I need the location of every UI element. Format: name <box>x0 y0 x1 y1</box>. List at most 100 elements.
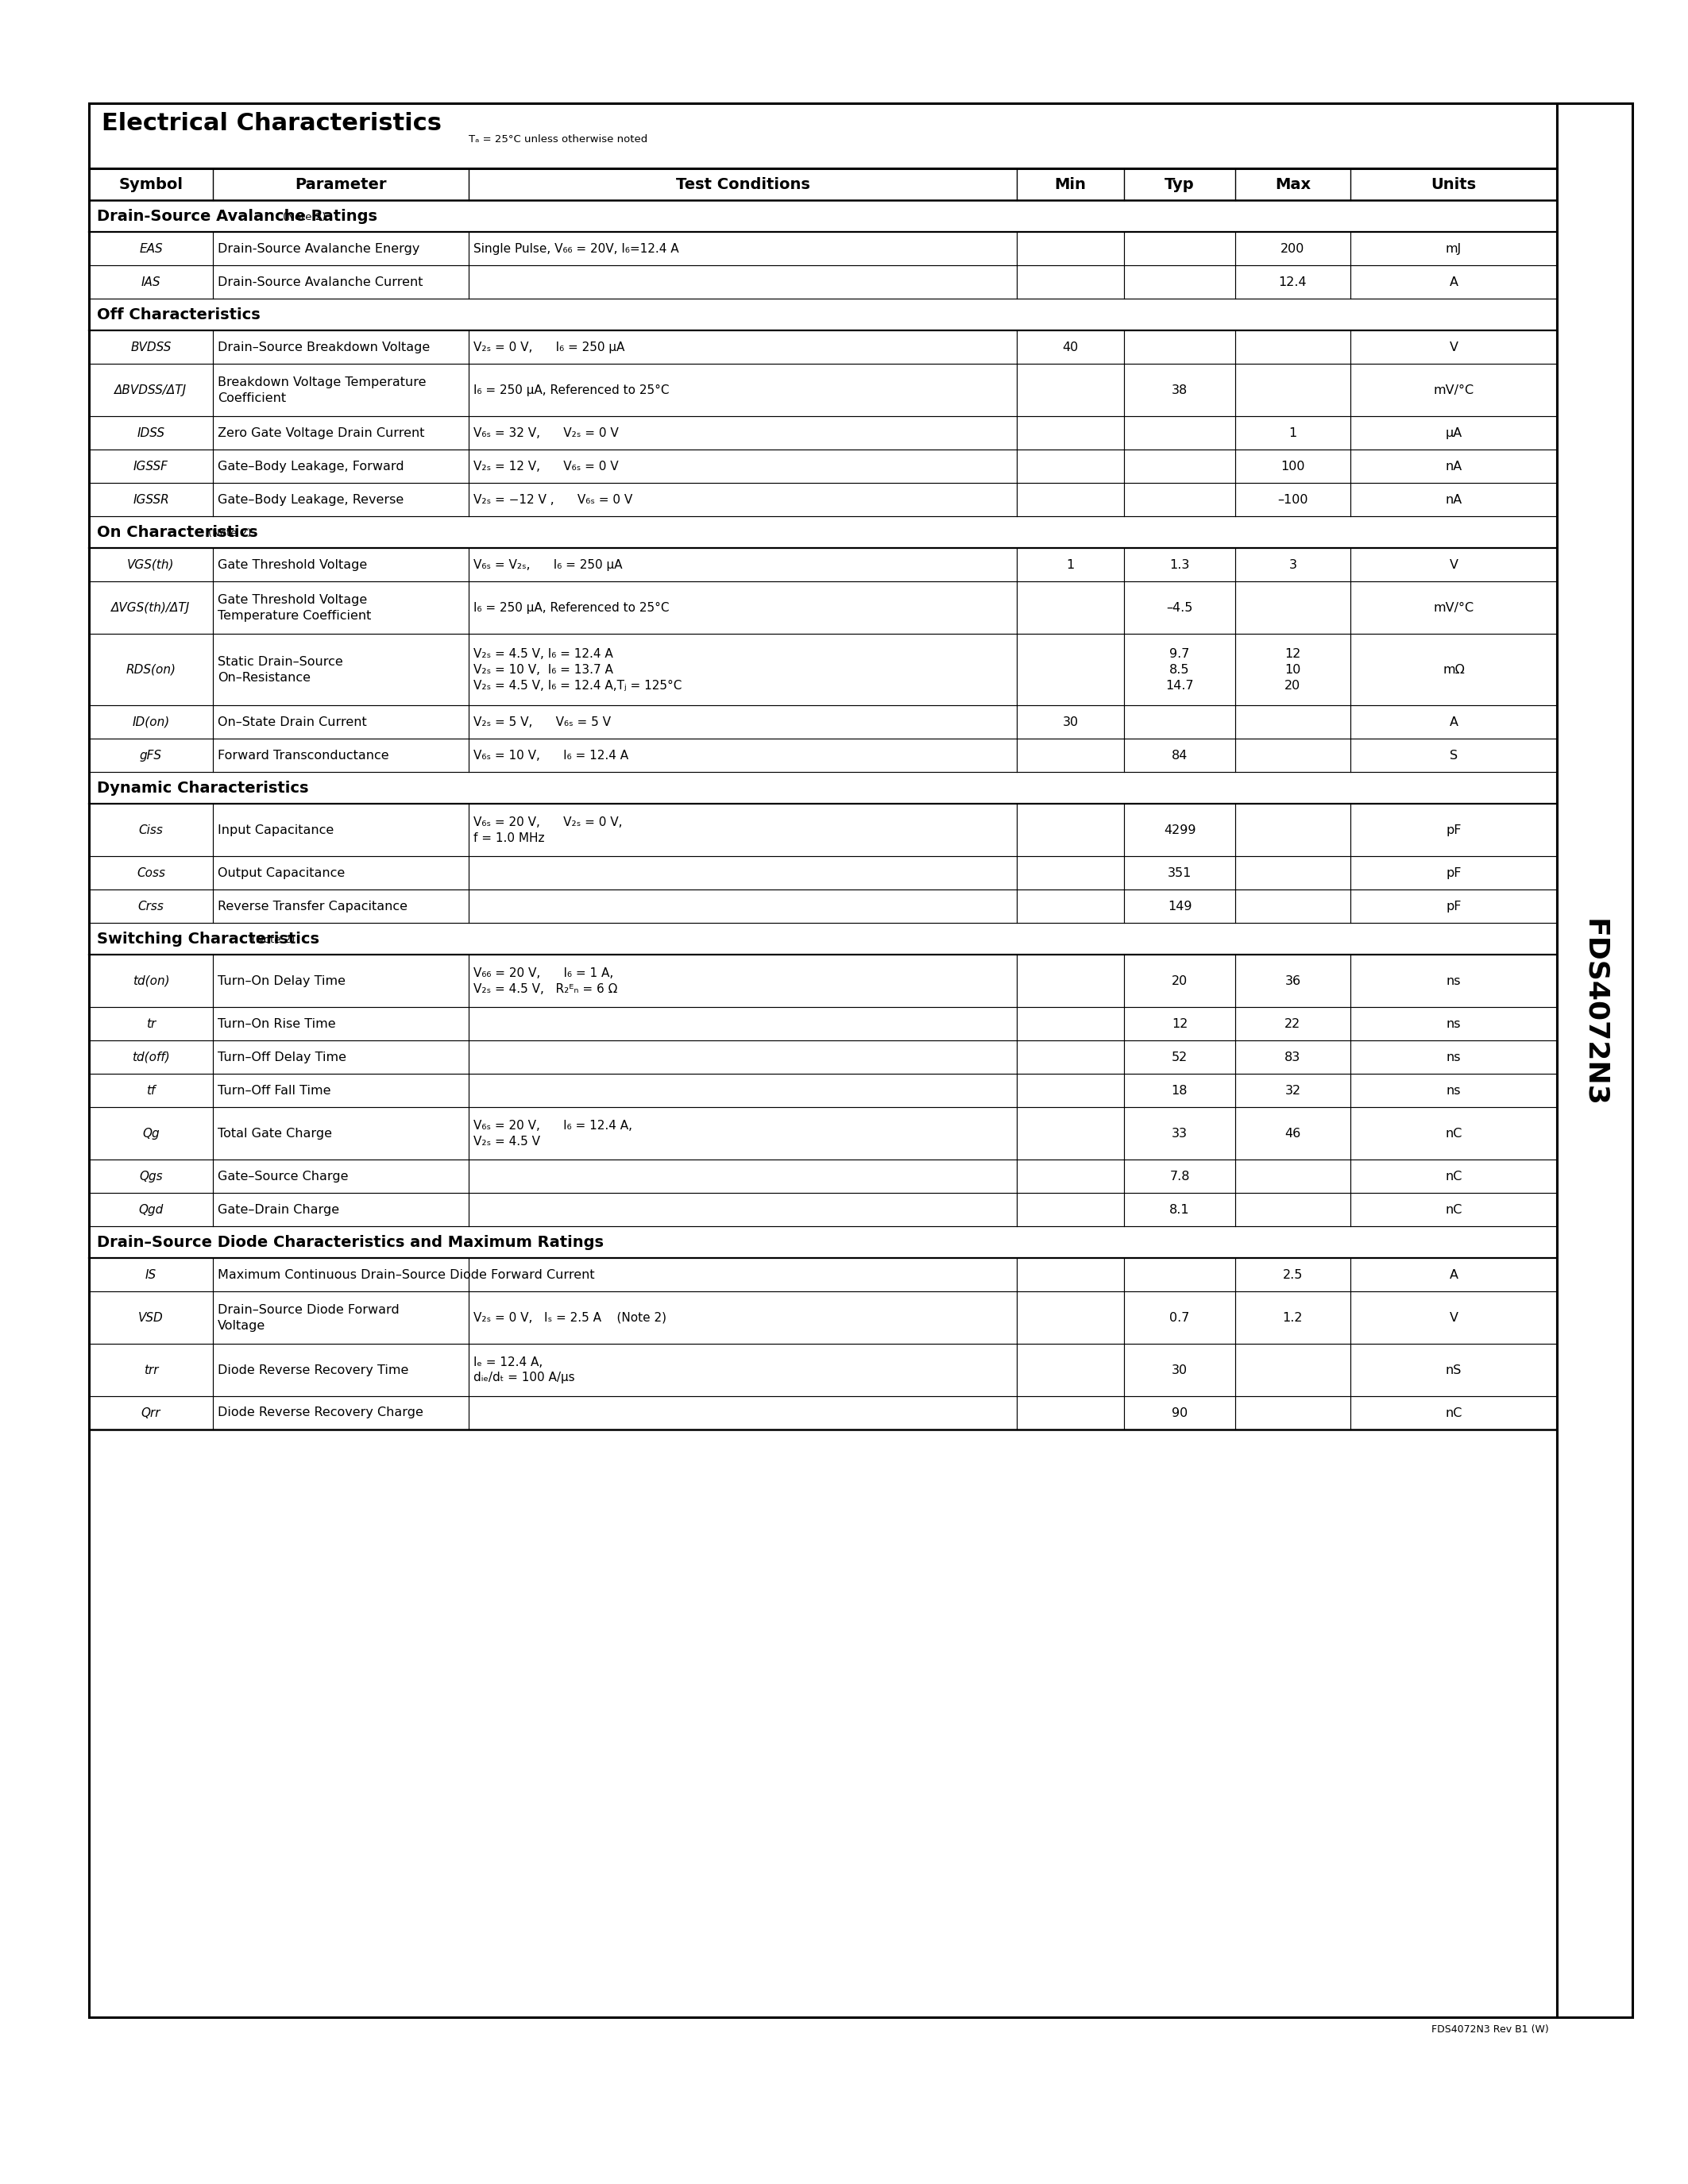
Text: Turn–On Delay Time: Turn–On Delay Time <box>218 974 346 987</box>
Text: V: V <box>1450 1313 1458 1324</box>
Text: mJ: mJ <box>1445 242 1462 256</box>
Text: 38: 38 <box>1171 384 1188 395</box>
Text: Symbol: Symbol <box>118 177 182 192</box>
Text: 9.7: 9.7 <box>1170 649 1190 660</box>
Text: Output Capacitance: Output Capacitance <box>218 867 344 878</box>
Text: Qg: Qg <box>142 1127 159 1140</box>
Text: V₆ₛ = 10 V,      I₆ = 12.4 A: V₆ₛ = 10 V, I₆ = 12.4 A <box>473 749 628 762</box>
Text: V₆ₛ = V₂ₛ,      I₆ = 250 μA: V₆ₛ = V₂ₛ, I₆ = 250 μA <box>473 559 623 570</box>
Text: 7.8: 7.8 <box>1170 1171 1190 1182</box>
Text: I₆ = 250 μA, Referenced to 25°C: I₆ = 250 μA, Referenced to 25°C <box>473 601 668 614</box>
Text: V₆ₛ = 20 V,      I₆ = 12.4 A,: V₆ₛ = 20 V, I₆ = 12.4 A, <box>473 1120 633 1131</box>
Text: 351: 351 <box>1168 867 1192 878</box>
Text: Total Gate Charge: Total Gate Charge <box>218 1127 333 1140</box>
Text: V: V <box>1450 341 1458 354</box>
Text: Dynamic Characteristics: Dynamic Characteristics <box>96 780 309 795</box>
Text: VGS(th): VGS(th) <box>127 559 174 570</box>
Text: I₆ = 250 μA, Referenced to 25°C: I₆ = 250 μA, Referenced to 25°C <box>473 384 668 395</box>
Text: V₆₆ = 20 V,      I₆ = 1 A,: V₆₆ = 20 V, I₆ = 1 A, <box>473 968 613 978</box>
Text: mΩ: mΩ <box>1443 664 1465 675</box>
Text: 4299: 4299 <box>1163 823 1195 836</box>
Text: 90: 90 <box>1171 1406 1188 1420</box>
Text: V₂ₛ = 5 V,      V₆ₛ = 5 V: V₂ₛ = 5 V, V₆ₛ = 5 V <box>473 716 611 727</box>
Text: 30: 30 <box>1062 716 1079 727</box>
Text: 3: 3 <box>1290 559 1296 570</box>
Text: On Characteristics: On Characteristics <box>96 524 258 539</box>
Text: Test Conditions: Test Conditions <box>675 177 810 192</box>
Text: mV/°C: mV/°C <box>1433 384 1474 395</box>
Text: pF: pF <box>1447 900 1462 913</box>
Text: ns: ns <box>1447 1051 1462 1064</box>
Text: μA: μA <box>1445 426 1462 439</box>
Text: Qrr: Qrr <box>142 1406 160 1420</box>
Text: 83: 83 <box>1285 1051 1301 1064</box>
Text: S: S <box>1450 749 1458 762</box>
Text: IGSSF: IGSSF <box>133 461 169 472</box>
Text: Switching Characteristics: Switching Characteristics <box>96 930 319 946</box>
Text: Gate–Body Leakage, Forward: Gate–Body Leakage, Forward <box>218 461 403 472</box>
Text: Drain–Source Breakdown Voltage: Drain–Source Breakdown Voltage <box>218 341 430 354</box>
Text: Gate Threshold Voltage: Gate Threshold Voltage <box>218 559 368 570</box>
Text: Voltage: Voltage <box>218 1319 265 1332</box>
Text: Input Capacitance: Input Capacitance <box>218 823 334 836</box>
Text: IGSSR: IGSSR <box>133 494 169 505</box>
Text: tr: tr <box>147 1018 155 1029</box>
Text: 32: 32 <box>1285 1085 1301 1096</box>
Text: Reverse Transfer Capacitance: Reverse Transfer Capacitance <box>218 900 407 913</box>
Text: Turn–Off Delay Time: Turn–Off Delay Time <box>218 1051 346 1064</box>
Text: 14.7: 14.7 <box>1165 679 1193 692</box>
Text: A: A <box>1450 716 1458 727</box>
Text: Crss: Crss <box>138 900 164 913</box>
Text: tf: tf <box>147 1085 155 1096</box>
Text: Drain–Source Diode Forward: Drain–Source Diode Forward <box>218 1304 400 1315</box>
Text: 84: 84 <box>1171 749 1188 762</box>
Text: On–State Drain Current: On–State Drain Current <box>218 716 366 727</box>
Text: Diode Reverse Recovery Charge: Diode Reverse Recovery Charge <box>218 1406 424 1420</box>
Text: 10: 10 <box>1285 664 1301 675</box>
Text: 20: 20 <box>1171 974 1188 987</box>
Text: Gate–Drain Charge: Gate–Drain Charge <box>218 1203 339 1216</box>
Text: 200: 200 <box>1281 242 1305 256</box>
Text: Turn–On Rise Time: Turn–On Rise Time <box>218 1018 336 1029</box>
Text: nA: nA <box>1445 461 1462 472</box>
Text: (Note 2): (Note 2) <box>208 529 252 537</box>
Text: pF: pF <box>1447 823 1462 836</box>
Text: 149: 149 <box>1168 900 1192 913</box>
Text: Turn–Off Fall Time: Turn–Off Fall Time <box>218 1085 331 1096</box>
Text: mV/°C: mV/°C <box>1433 601 1474 614</box>
Text: V₆ₛ = 32 V,      V₂ₛ = 0 V: V₆ₛ = 32 V, V₂ₛ = 0 V <box>473 426 618 439</box>
Text: Breakdown Voltage Temperature: Breakdown Voltage Temperature <box>218 376 425 389</box>
Text: FDS4072N3: FDS4072N3 <box>1582 919 1609 1107</box>
Text: Coss: Coss <box>137 867 165 878</box>
Text: td(off): td(off) <box>132 1051 170 1064</box>
Text: 12: 12 <box>1171 1018 1188 1029</box>
Text: V₂ₛ = −12 V ,      V₆ₛ = 0 V: V₂ₛ = −12 V , V₆ₛ = 0 V <box>473 494 633 505</box>
Text: trr: trr <box>143 1365 159 1376</box>
Text: Max: Max <box>1274 177 1310 192</box>
Text: 46: 46 <box>1285 1127 1301 1140</box>
Text: FDS4072N3 Rev B1 (W): FDS4072N3 Rev B1 (W) <box>1431 2025 1550 2033</box>
Text: gFS: gFS <box>140 749 162 762</box>
Text: V₂ₛ = 12 V,      V₆ₛ = 0 V: V₂ₛ = 12 V, V₆ₛ = 0 V <box>473 461 618 472</box>
Text: 2.5: 2.5 <box>1283 1269 1303 1280</box>
Text: Gate–Source Charge: Gate–Source Charge <box>218 1171 348 1182</box>
Text: 30: 30 <box>1171 1365 1188 1376</box>
Text: EAS: EAS <box>138 242 162 256</box>
Text: 12.4: 12.4 <box>1280 275 1307 288</box>
Text: (Note 2): (Note 2) <box>252 935 295 946</box>
Text: RDS(on): RDS(on) <box>127 664 176 675</box>
Text: Drain-Source Avalanche Energy: Drain-Source Avalanche Energy <box>218 242 420 256</box>
Text: pF: pF <box>1447 867 1462 878</box>
Text: 1: 1 <box>1067 559 1075 570</box>
Text: 8.1: 8.1 <box>1170 1203 1190 1216</box>
Text: Off Characteristics: Off Characteristics <box>96 308 260 321</box>
Text: V₆ₛ = 20 V,      V₂ₛ = 0 V,: V₆ₛ = 20 V, V₂ₛ = 0 V, <box>473 817 623 828</box>
Text: VSD: VSD <box>138 1313 164 1324</box>
Text: nC: nC <box>1445 1406 1462 1420</box>
Text: Ciss: Ciss <box>138 823 164 836</box>
Text: (Note 2): (Note 2) <box>284 212 326 223</box>
Text: IAS: IAS <box>142 275 160 288</box>
Text: ns: ns <box>1447 1018 1462 1029</box>
Text: ΔBVDSS/ΔTJ: ΔBVDSS/ΔTJ <box>115 384 187 395</box>
Text: 40: 40 <box>1062 341 1079 354</box>
